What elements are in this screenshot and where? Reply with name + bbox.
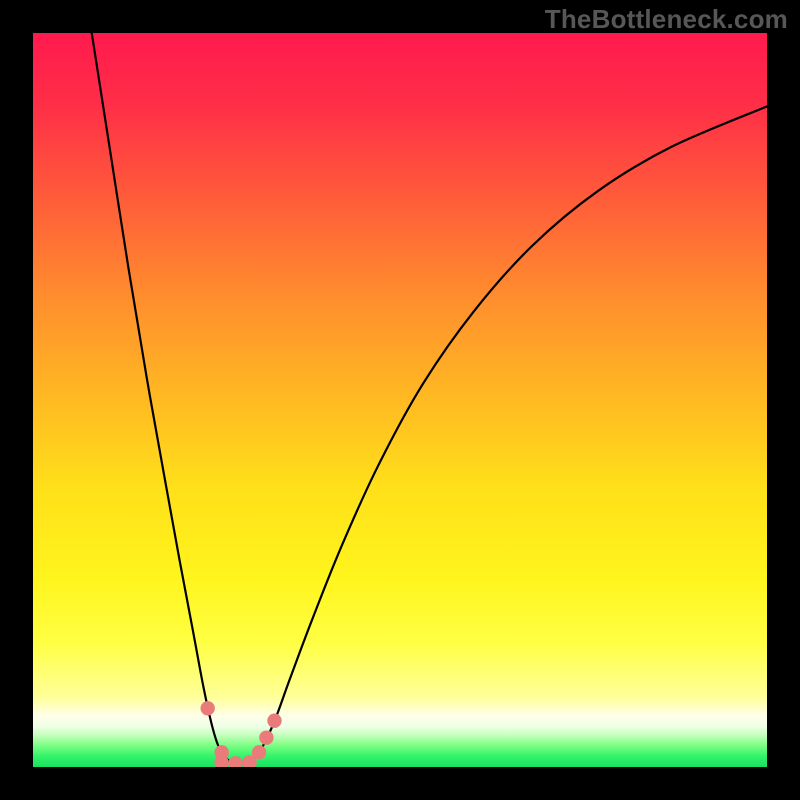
frame-border-right — [767, 0, 800, 800]
data-marker — [252, 745, 266, 759]
chart-svg — [33, 33, 767, 767]
data-marker — [267, 714, 281, 728]
frame-border-bottom — [0, 767, 800, 800]
frame-border-left — [0, 0, 33, 800]
chart-frame: TheBottleneck.com — [0, 0, 800, 800]
data-marker — [259, 730, 273, 744]
plot-area — [33, 33, 767, 767]
attribution-label: TheBottleneck.com — [545, 4, 788, 35]
data-marker — [200, 701, 214, 715]
chart-background — [33, 33, 767, 767]
